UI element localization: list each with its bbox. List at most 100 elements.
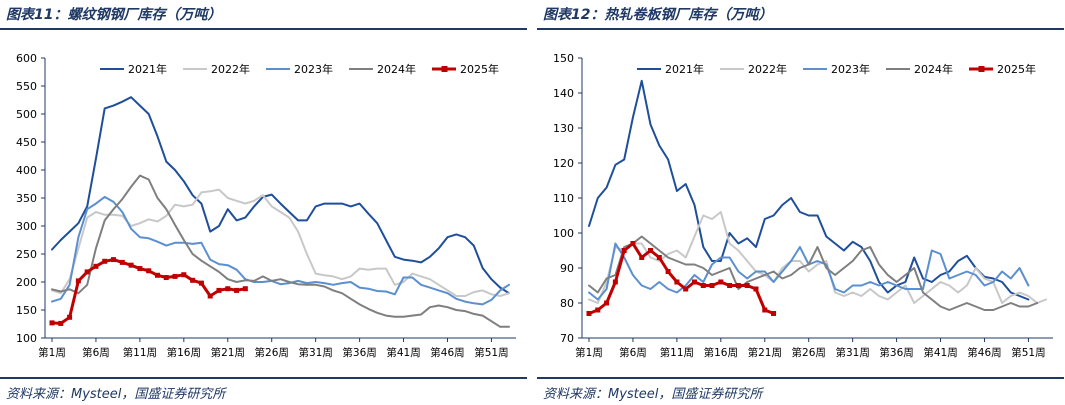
hrc-x-tick-label: 第1周 bbox=[575, 346, 603, 359]
hrc-y-tick-label: 150 bbox=[553, 52, 574, 65]
hrc-x-tick-label: 第51周 bbox=[1011, 346, 1045, 359]
hrc-series-point-2025 bbox=[656, 255, 662, 260]
left-chart-panel: 图表11：螺纹钢钢厂库存（万吨） 100 150 200 250 300 350 400 45… bbox=[0, 0, 530, 405]
rebar-x-tick-label: 第41周 bbox=[386, 346, 420, 359]
rebar-series-line-2023 bbox=[51, 195, 510, 306]
rebar-series-point-2025 bbox=[111, 257, 117, 263]
rebar-series-line-2021 bbox=[51, 96, 510, 295]
rebar-y-tick-label: 100 bbox=[16, 332, 37, 345]
rebar-series-point-2025 bbox=[225, 286, 231, 292]
rebar-y-tick-label: 400 bbox=[16, 164, 37, 177]
rebar-y-tick-label: 300 bbox=[16, 220, 37, 233]
rebar-y-tick-label: 500 bbox=[16, 108, 37, 121]
hrc-series-point-2025 bbox=[744, 283, 750, 288]
hrc-series-point-2025 bbox=[665, 269, 671, 274]
hrc-y-tick-label: 120 bbox=[553, 157, 574, 170]
hrc-series-line-2021 bbox=[588, 79, 1030, 301]
rebar-y-tick-label: 600 bbox=[16, 52, 37, 65]
rebar-series-point-2025 bbox=[128, 262, 134, 268]
rebar-series-point-2025 bbox=[49, 320, 55, 326]
rebar-x-tick-label: 第11周 bbox=[123, 346, 157, 359]
hrc-series-point-2025 bbox=[586, 311, 592, 316]
rebar-series-point-2025 bbox=[190, 277, 196, 283]
rebar-y-tick-label: 150 bbox=[16, 304, 37, 317]
hrc-x-tick-label: 第26周 bbox=[792, 346, 826, 359]
hrc-legend-label-2024: 2024年 bbox=[914, 62, 953, 76]
rebar-series-point-2025 bbox=[137, 266, 143, 272]
rebar-series-point-2025 bbox=[154, 272, 160, 278]
hrc-legend-label-2022: 2022年 bbox=[748, 62, 787, 76]
rebar-series-point-2025 bbox=[67, 314, 73, 320]
rebar-x-tick-label: 第36周 bbox=[342, 346, 376, 359]
hrc-x-tick-label: 第46周 bbox=[967, 346, 1001, 359]
rebar-series-point-2025 bbox=[75, 278, 81, 284]
left-chart-source: 资料来源：Mysteel，国盛证券研究所 bbox=[6, 387, 226, 402]
rebar-series-point-2025 bbox=[207, 293, 213, 299]
rebar-series-point-2025 bbox=[102, 258, 108, 264]
rebar-series-point-2025 bbox=[163, 275, 169, 281]
rebar-x-tick-label: 第31周 bbox=[298, 346, 332, 359]
rebar-legend-label-2021: 2021年 bbox=[128, 62, 167, 76]
rebar-series-point-2025 bbox=[84, 269, 90, 275]
rebar-series-line-2024 bbox=[51, 174, 510, 328]
rebar-x-tick-label: 第46周 bbox=[430, 346, 464, 359]
hrc-legend-label-2023: 2023年 bbox=[831, 62, 870, 76]
hrc-series-point-2025 bbox=[753, 286, 759, 292]
hrc-series-point-2025 bbox=[735, 283, 741, 288]
rebar-x-tick-label: 第16周 bbox=[167, 346, 201, 359]
hrc-series-point-2025 bbox=[691, 279, 697, 285]
right-title-rule bbox=[537, 28, 1064, 30]
rebar-inventory-chart: 100150200250300350400450500550600第1周 第6周第… bbox=[16, 52, 516, 359]
rebar-y-tick-label: 200 bbox=[16, 276, 37, 289]
hrc-series-point-2025 bbox=[683, 286, 689, 292]
rebar-x-tick-label: 第51周 bbox=[474, 346, 508, 359]
rebar-series-point-2025 bbox=[58, 320, 64, 326]
hrc-series-point-2025 bbox=[621, 248, 627, 253]
hrc-series-point-2025 bbox=[771, 311, 777, 316]
rebar-y-tick-label: 450 bbox=[16, 136, 37, 149]
left-source-rule bbox=[0, 377, 527, 379]
hrc-legend-marker-2025 bbox=[978, 66, 985, 72]
hrc-series-point-2025 bbox=[718, 279, 724, 285]
hrc-x-tick-label: 第31周 bbox=[835, 346, 869, 359]
hrc-y-tick-label: 110 bbox=[553, 192, 574, 205]
rebar-x-tick-label: 第26周 bbox=[255, 346, 289, 359]
hrc-series-point-2025 bbox=[674, 279, 680, 285]
hrc-x-tick-label: 第21周 bbox=[748, 346, 782, 359]
rebar-x-tick-label: 第1周 bbox=[38, 346, 66, 359]
hrc-y-tick-label: 90 bbox=[560, 262, 574, 275]
left-chart-title: 图表11：螺纹钢钢厂库存（万吨） bbox=[6, 7, 222, 23]
left-title-rule bbox=[0, 28, 527, 30]
hrc-series-point-2025 bbox=[762, 307, 768, 313]
rebar-legend-label-2025: 2025年 bbox=[460, 62, 499, 76]
hrc-y-tick-label: 100 bbox=[553, 227, 574, 240]
hrc-series-line-2024 bbox=[588, 235, 1039, 311]
right-chart-source: 资料来源：Mysteel，国盛证券研究所 bbox=[543, 387, 763, 402]
hrc-series-point-2025 bbox=[648, 248, 654, 253]
hrc-series-point-2025 bbox=[727, 283, 733, 288]
hrc-series-point-2025 bbox=[612, 279, 618, 285]
rebar-y-tick-label: 350 bbox=[16, 192, 37, 205]
rebar-x-tick-label: 第6周 bbox=[82, 346, 110, 359]
right-chart-panel: 图表12：热轧卷板钢厂库存（万吨） 70 80 90 100 110 120 130 140 1… bbox=[537, 0, 1065, 405]
hrc-series-point-2025 bbox=[604, 300, 610, 306]
rebar-series-point-2025 bbox=[216, 287, 222, 293]
rebar-series-point-2025 bbox=[119, 259, 125, 265]
rebar-x-tick-label: 第21周 bbox=[211, 346, 245, 359]
rebar-legend-label-2022: 2022年 bbox=[211, 62, 250, 76]
rebar-series-point-2025 bbox=[234, 287, 240, 293]
hrc-y-tick-label: 140 bbox=[553, 87, 574, 100]
hrc-series-point-2025 bbox=[639, 255, 645, 260]
hrc-y-tick-label: 80 bbox=[560, 297, 574, 310]
rebar-y-tick-label: 550 bbox=[16, 80, 37, 93]
rebar-legend-label-2023: 2023年 bbox=[294, 62, 333, 76]
hrc-y-tick-label: 70 bbox=[560, 332, 574, 345]
rebar-series-point-2025 bbox=[172, 273, 178, 279]
hrc-series-line-2025 bbox=[587, 242, 776, 315]
right-chart-title: 图表12：热轧卷板钢厂库存（万吨） bbox=[543, 7, 773, 23]
rebar-legend-marker-2025 bbox=[441, 66, 448, 72]
hrc-x-tick-label: 第41周 bbox=[923, 346, 957, 359]
hrc-y-tick-label: 130 bbox=[553, 122, 574, 135]
rebar-legend-label-2024: 2024年 bbox=[377, 62, 416, 76]
